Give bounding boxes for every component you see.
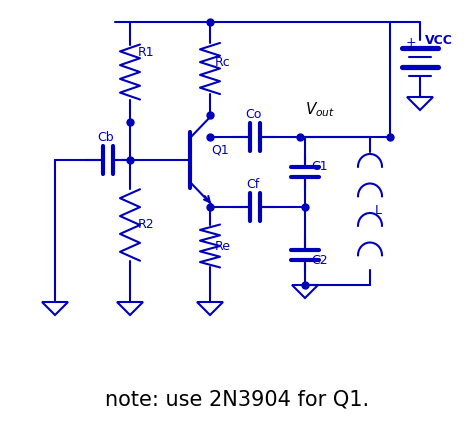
Text: note: use 2N3904 for Q1.: note: use 2N3904 for Q1. xyxy=(105,390,369,410)
Text: Cb: Cb xyxy=(98,131,114,144)
Text: L: L xyxy=(375,204,382,217)
Text: R2: R2 xyxy=(138,219,155,232)
Text: Co: Co xyxy=(245,108,261,121)
Text: C1: C1 xyxy=(311,161,328,174)
Text: Re: Re xyxy=(215,239,231,252)
Text: $V_{out}$: $V_{out}$ xyxy=(305,100,335,119)
Text: Rc: Rc xyxy=(215,57,231,70)
Text: +: + xyxy=(405,35,416,48)
Text: Q1: Q1 xyxy=(211,143,229,156)
Text: R1: R1 xyxy=(138,45,155,58)
Text: Cf: Cf xyxy=(246,178,260,191)
Text: C2: C2 xyxy=(311,254,328,267)
Text: VCC: VCC xyxy=(425,34,453,47)
